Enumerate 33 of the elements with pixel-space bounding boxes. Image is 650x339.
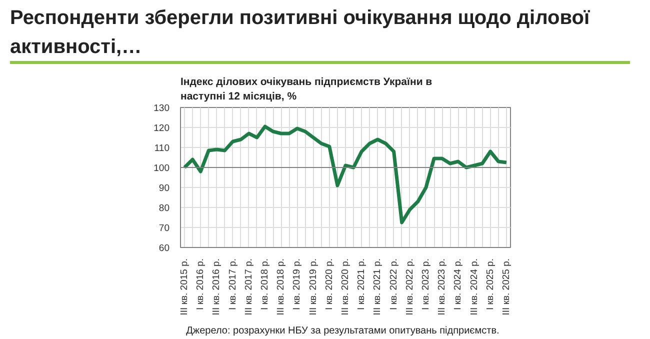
chart-title: Респонденти зберегли позитивні очікування щодо ділової активності,… — [10, 4, 630, 62]
y-tick-label: 90 — [158, 183, 170, 194]
x-tick-label: III кв. 2024 р. — [468, 258, 480, 316]
x-tick-label: I кв. 2025 р. — [484, 258, 496, 310]
y-tick-label: 120 — [154, 123, 170, 134]
x-tick-label: I кв. 2023 р. — [420, 258, 432, 310]
x-tick-label: I кв. 2021 р. — [356, 258, 368, 310]
y-tick-label: 70 — [158, 223, 170, 234]
x-tick-label: III кв. 2018 р. — [276, 258, 287, 316]
line-series — [182, 124, 508, 224]
x-tick-label: III кв. 2015 р. — [179, 258, 190, 316]
x-tick-label: I кв. 2016 р. — [195, 258, 206, 310]
x-tick-label: I кв. 2019 р. — [292, 258, 303, 310]
y-tick-label: 130 — [154, 103, 170, 114]
x-tick-label: III кв. 2025 р. — [500, 258, 512, 316]
x-tick-label: III кв. 2021 р. — [372, 258, 384, 316]
x-tick-label: I кв. 2022 р. — [388, 258, 400, 310]
x-tick-label: III кв. 2017 р. — [243, 258, 254, 316]
x-tick-label: III кв. 2020 р. — [340, 258, 351, 316]
y-tick-label: 60 — [158, 243, 170, 254]
x-tick-label: I кв. 2024 р. — [452, 258, 464, 310]
x-tick-label: III кв. 2016 р. — [211, 258, 222, 316]
x-tick-label: III кв. 2019 р. — [308, 258, 319, 316]
y-tick-label: 110 — [154, 143, 170, 154]
x-tick-label: I кв. 2017 р. — [227, 258, 238, 310]
y-tick-label: 100 — [154, 163, 170, 174]
y-tick-label: 80 — [158, 203, 170, 214]
x-tick-label: III кв. 2022 р. — [404, 258, 416, 316]
x-tick-label: I кв. 2020 р. — [324, 258, 335, 310]
x-tick-label: III кв. 2023 р. — [436, 258, 448, 316]
chart-subtitle: Індекс ділових очікувань підприємств України в наступні 12 місяців, % — [180, 76, 433, 102]
text: Джерело: розрахунки НБУ за результатами опитувань підприємств. — [186, 326, 500, 336]
x-tick-label: I кв. 2018 р. — [260, 258, 271, 310]
